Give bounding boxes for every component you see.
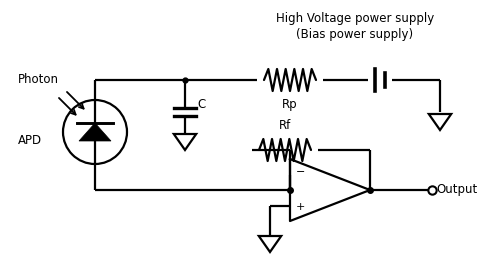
- Text: Rf: Rf: [279, 119, 291, 132]
- Text: APD: APD: [18, 134, 42, 146]
- Polygon shape: [79, 123, 111, 141]
- Text: −: −: [296, 167, 305, 178]
- Text: Output: Output: [436, 183, 477, 197]
- Text: High Voltage power supply
(Bias power supply): High Voltage power supply (Bias power su…: [276, 12, 434, 41]
- Text: Rp: Rp: [282, 98, 298, 111]
- Text: C: C: [197, 97, 205, 111]
- Text: Photon: Photon: [18, 73, 59, 86]
- Text: +: +: [296, 202, 305, 213]
